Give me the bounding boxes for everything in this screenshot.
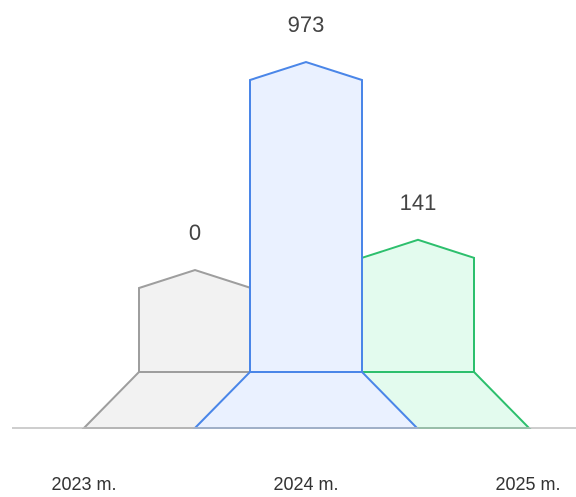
x-tick-label: 2024 m. <box>273 474 338 494</box>
x-tick-label: 2025 m. <box>495 474 560 494</box>
data-label: 0 <box>189 220 201 245</box>
bar-2024m <box>192 60 420 429</box>
data-label: 973 <box>288 12 325 37</box>
x-tick-label: 2023 m. <box>51 474 116 494</box>
data-label: 141 <box>400 190 437 215</box>
